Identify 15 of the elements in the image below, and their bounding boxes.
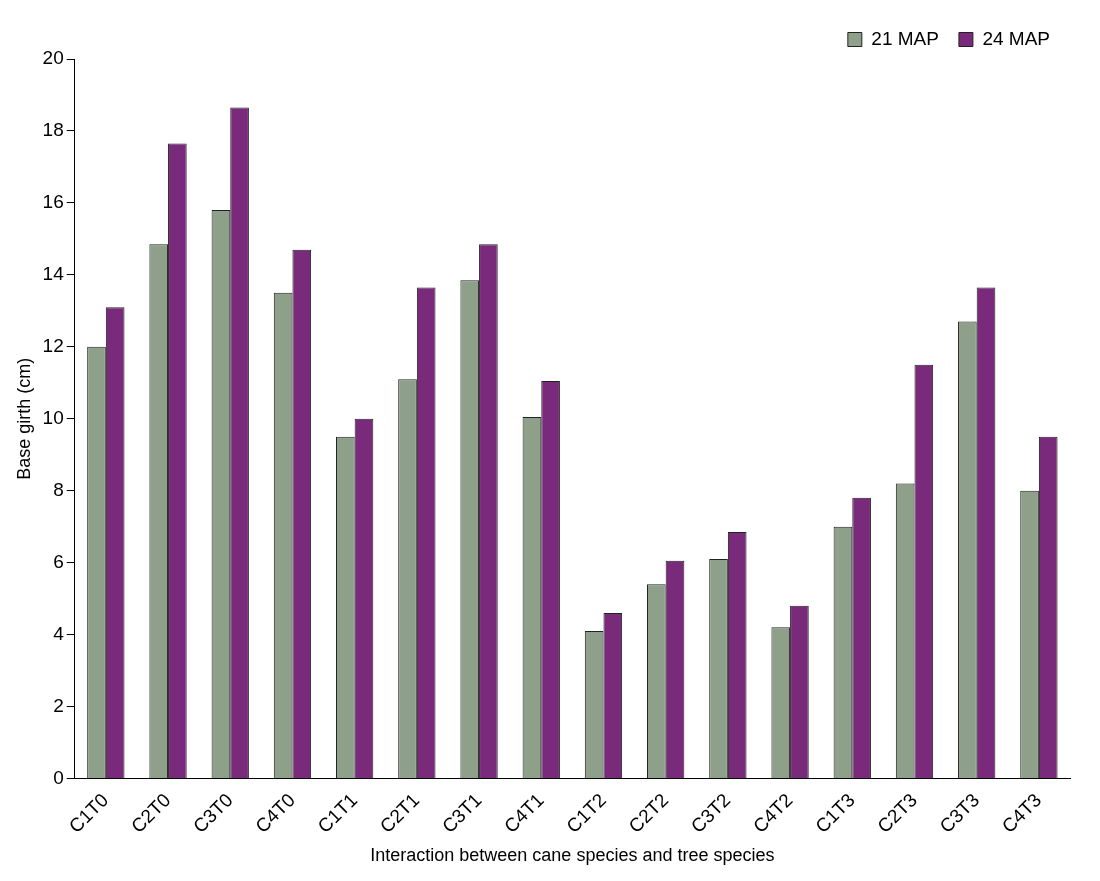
y-tick-label: 6 (53, 550, 64, 572)
y-tick-label: 8 (53, 478, 64, 500)
y-axis-title: Base girth (cm) (13, 357, 34, 480)
y-tick-label: 20 (42, 47, 64, 69)
y-tick-label: 2 (53, 694, 64, 716)
y-tick-label: 18 (42, 119, 64, 141)
legend-label: 21 MAP (871, 27, 939, 49)
y-tick-label: 12 (42, 335, 64, 356)
y-tick-label: 4 (53, 622, 65, 644)
x-axis-title: Interaction between cane species and tree species (370, 845, 775, 866)
legend-label: 24 MAP (982, 27, 1051, 49)
y-tick-label: 16 (42, 191, 64, 213)
y-tick-label: 0 (53, 766, 64, 788)
y-tick-label: 14 (42, 263, 65, 285)
y-tick-label: 10 (42, 406, 64, 428)
